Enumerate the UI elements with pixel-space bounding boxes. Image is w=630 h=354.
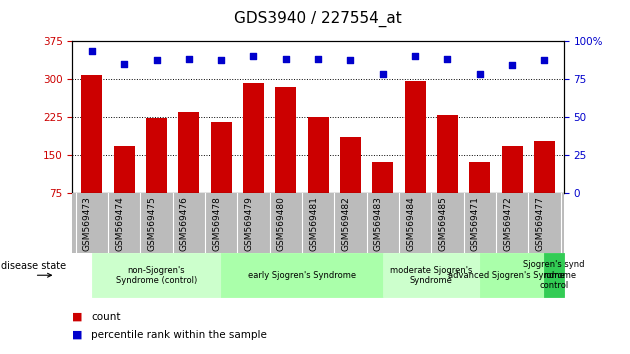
- Bar: [404, 81, 426, 231]
- Bar: [437, 115, 458, 231]
- Text: GSM569482: GSM569482: [341, 196, 350, 251]
- Point: [410, 53, 420, 59]
- Text: GSM569477: GSM569477: [536, 196, 544, 251]
- Text: GSM569475: GSM569475: [147, 196, 156, 251]
- Text: early Sjogren's Syndrome: early Sjogren's Syndrome: [248, 271, 356, 280]
- Point: [248, 53, 258, 59]
- Text: disease state: disease state: [1, 261, 66, 272]
- Point: [216, 58, 226, 63]
- Point: [151, 58, 161, 63]
- Bar: [372, 162, 393, 231]
- Point: [119, 61, 129, 67]
- Bar: [178, 112, 199, 231]
- Point: [313, 56, 323, 62]
- Point: [475, 72, 485, 77]
- Text: GSM569471: GSM569471: [471, 196, 480, 251]
- Text: GSM569480: GSM569480: [277, 196, 286, 251]
- Text: Sjogren's synd
rome
control: Sjogren's synd rome control: [524, 260, 585, 290]
- Text: percentile rank within the sample: percentile rank within the sample: [91, 330, 267, 339]
- Bar: [210, 122, 232, 231]
- Text: GSM569478: GSM569478: [212, 196, 221, 251]
- Bar: [275, 87, 296, 231]
- Bar: [113, 146, 135, 231]
- Text: GSM569479: GSM569479: [244, 196, 253, 251]
- Point: [507, 62, 517, 68]
- Text: GDS3940 / 227554_at: GDS3940 / 227554_at: [234, 11, 402, 27]
- Text: GSM569473: GSM569473: [83, 196, 92, 251]
- Text: GSM569472: GSM569472: [503, 196, 512, 251]
- Text: GSM569474: GSM569474: [115, 196, 124, 251]
- Point: [87, 48, 97, 54]
- Point: [281, 56, 291, 62]
- Text: GSM569476: GSM569476: [180, 196, 189, 251]
- Text: ■: ■: [72, 330, 83, 339]
- Bar: [307, 117, 329, 231]
- Bar: [501, 146, 523, 231]
- Text: ■: ■: [72, 312, 83, 322]
- Text: GSM569483: GSM569483: [374, 196, 383, 251]
- Bar: [340, 137, 361, 231]
- Text: non-Sjogren's
Syndrome (control): non-Sjogren's Syndrome (control): [116, 266, 197, 285]
- Point: [442, 56, 452, 62]
- Bar: [243, 83, 264, 231]
- Text: advanced Sjogren's Syndrome: advanced Sjogren's Syndrome: [448, 271, 576, 280]
- Bar: [81, 75, 102, 231]
- Text: count: count: [91, 312, 121, 322]
- Point: [378, 72, 388, 77]
- Bar: [146, 118, 167, 231]
- Text: GSM569485: GSM569485: [438, 196, 447, 251]
- Text: GSM569481: GSM569481: [309, 196, 318, 251]
- Text: GSM569484: GSM569484: [406, 196, 415, 251]
- Point: [184, 56, 194, 62]
- Bar: [469, 162, 490, 231]
- Point: [345, 58, 355, 63]
- Bar: [534, 141, 555, 231]
- Point: [539, 58, 549, 63]
- Text: moderate Sjogren's
Syndrome: moderate Sjogren's Syndrome: [390, 266, 472, 285]
